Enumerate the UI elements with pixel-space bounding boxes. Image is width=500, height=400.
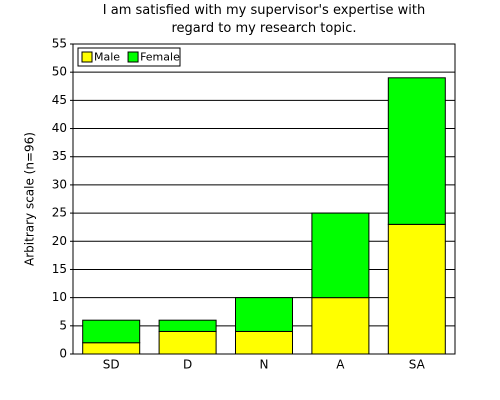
bar-segment — [235, 330, 293, 355]
y-tick-label: 0 — [59, 347, 67, 361]
bar-segment — [311, 212, 370, 299]
x-tick-label: SA — [409, 358, 426, 372]
x-tick-label: SD — [103, 358, 120, 372]
bar-segment — [235, 297, 293, 332]
legend-swatch — [127, 51, 139, 63]
y-tick-label: 30 — [52, 177, 67, 191]
bar-segment — [82, 319, 141, 344]
legend-swatch — [81, 51, 93, 63]
x-tick-label: N — [260, 358, 269, 372]
bar-segment — [311, 297, 370, 355]
bar-segment — [387, 77, 446, 225]
bar-segment — [387, 223, 446, 355]
chart-title: I am satisfied with my supervisor's expe… — [102, 3, 426, 36]
y-tick-label: 10 — [52, 290, 67, 304]
y-tick-label: 55 — [52, 37, 67, 51]
legend-label: Female — [140, 51, 180, 64]
y-tick-label: 35 — [52, 149, 67, 163]
bar-segment — [82, 342, 141, 355]
legend-label: Male — [94, 51, 120, 64]
y-axis-label: Arbitrary scale (n=96) — [23, 132, 37, 266]
y-tick-label: 50 — [52, 65, 67, 79]
x-tick-label: D — [183, 358, 192, 372]
y-tick-label: 20 — [52, 234, 67, 248]
y-tick-label: 15 — [52, 262, 67, 276]
y-tick-label: 25 — [52, 206, 67, 220]
y-tick-label: 5 — [59, 318, 67, 332]
bar-segment — [158, 319, 217, 332]
y-tick-label: 40 — [52, 121, 67, 135]
y-tick-label: 45 — [52, 93, 67, 107]
x-tick-label: A — [336, 358, 345, 372]
bar-segment — [158, 330, 217, 355]
